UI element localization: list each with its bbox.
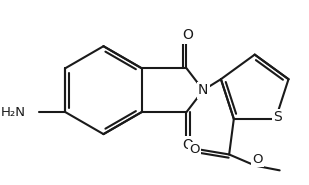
Text: O: O bbox=[182, 28, 193, 42]
Text: N: N bbox=[198, 83, 209, 97]
Text: O: O bbox=[252, 153, 262, 166]
Text: H₂N: H₂N bbox=[1, 106, 26, 119]
Text: O: O bbox=[182, 138, 193, 152]
Text: O: O bbox=[189, 143, 200, 156]
Text: S: S bbox=[273, 110, 282, 124]
